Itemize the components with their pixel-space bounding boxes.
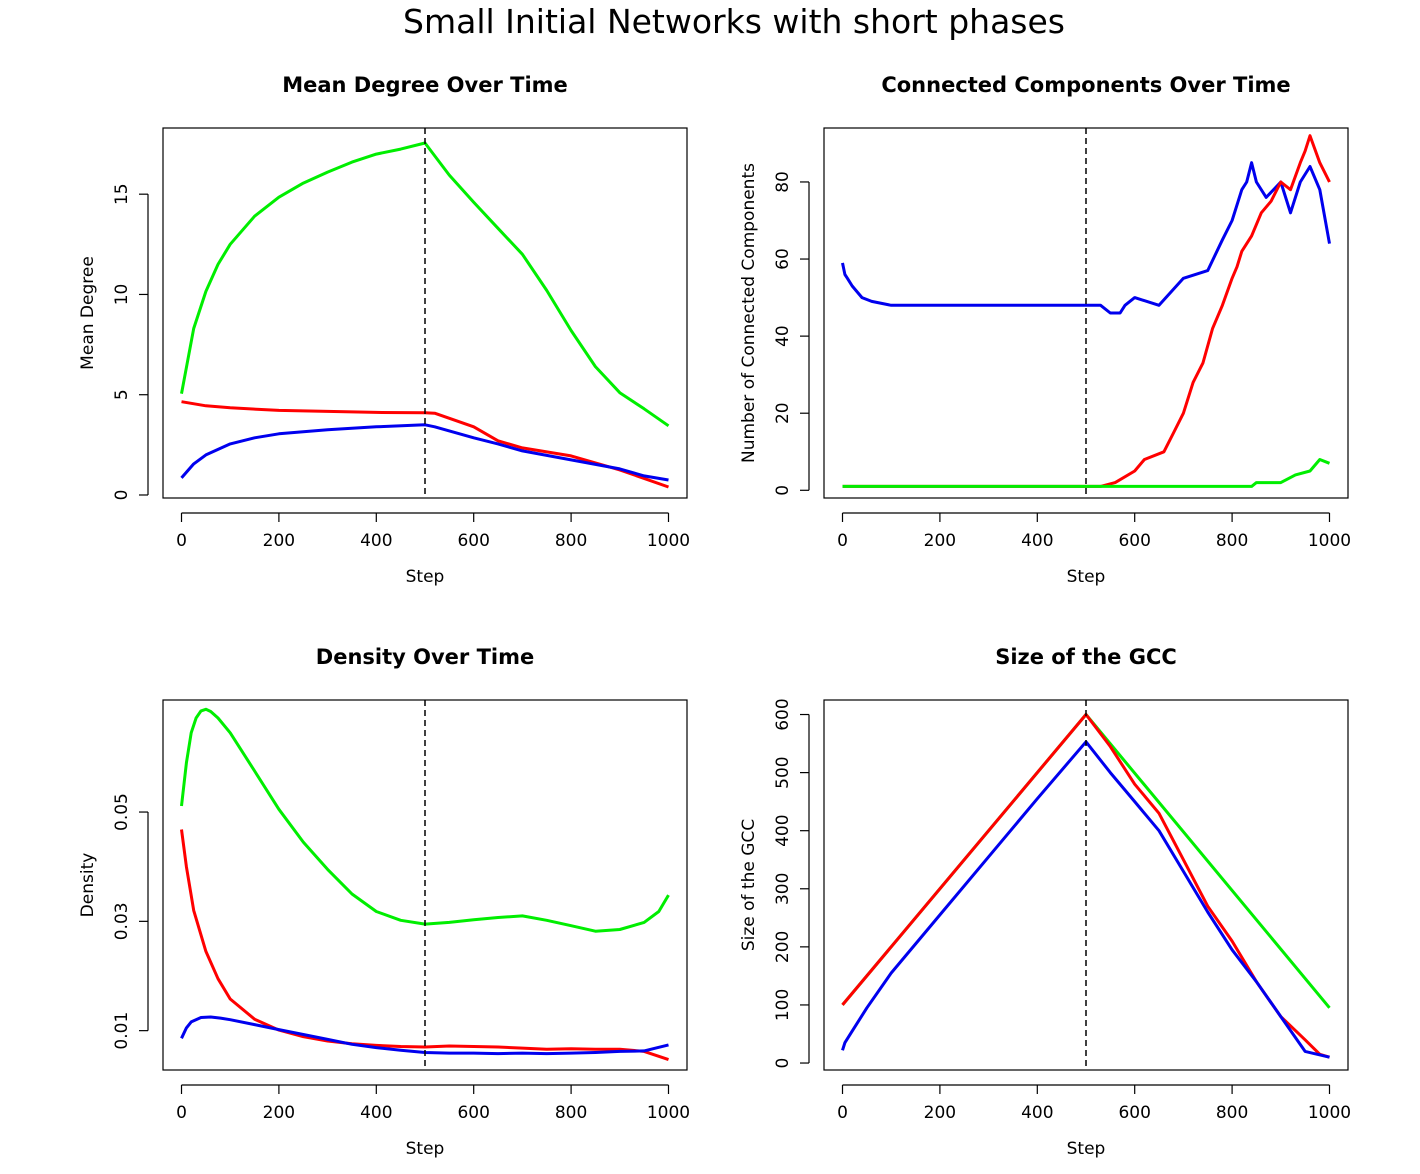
x-tick-label: 1000: [1308, 531, 1351, 551]
x-tick-label: 400: [360, 531, 392, 551]
x-axis-label: Step: [406, 567, 445, 587]
x-tick-label: 800: [555, 1103, 587, 1123]
x-tick-label: 800: [1216, 531, 1248, 551]
y-tick-label: 200: [773, 931, 793, 963]
x-tick-label: 1000: [647, 531, 690, 551]
series-group: [841, 134, 1331, 488]
series-line-green: [842, 458, 1331, 488]
plot-frame: [162, 127, 688, 499]
x-tick-label: 200: [924, 1103, 956, 1123]
x-tick-label: 800: [555, 531, 587, 551]
y-tick-label: 500: [773, 756, 793, 788]
x-tick-label: 1000: [647, 1103, 690, 1123]
x-tick-label: 400: [360, 1103, 392, 1123]
series-line-blue: [180, 423, 669, 482]
x-tick-label: 200: [924, 531, 956, 551]
x-tick-label: 600: [1118, 1103, 1150, 1123]
x-tick-label: 0: [176, 1103, 187, 1123]
x-tick-label: 400: [1021, 531, 1053, 551]
y-tick-label: 0.05: [112, 793, 132, 831]
series-line-red: [181, 400, 669, 489]
x-tick-label: 200: [263, 1103, 295, 1123]
y-tick-label: 300: [773, 873, 793, 905]
x-axis-label: Step: [406, 1139, 445, 1159]
y-tick-label: 80: [773, 171, 793, 193]
y-tick-label: 0: [112, 490, 132, 501]
y-tick-label: 0.01: [112, 1012, 132, 1050]
x-axis-label: Step: [1067, 1139, 1106, 1159]
plot-frame: [823, 127, 1349, 499]
x-tick-label: 600: [457, 1103, 489, 1123]
x-tick-label: 600: [457, 531, 489, 551]
series-line-blue: [841, 740, 1330, 1059]
figure-title: Small Initial Networks with short phases: [403, 2, 1065, 41]
series-line-red: [841, 713, 1330, 1059]
panel-title: Connected Components Over Time: [881, 73, 1290, 97]
y-tick-label: 400: [773, 814, 793, 846]
series-line-green: [180, 141, 670, 428]
series-group: [180, 707, 670, 1062]
x-tick-label: 0: [176, 531, 187, 551]
y-tick-label: 600: [773, 698, 793, 730]
y-tick-label: 60: [773, 248, 793, 270]
panel-title: Size of the GCC: [995, 645, 1177, 669]
series-line-green: [180, 707, 670, 933]
y-axis-label: Number of Connected Components: [739, 163, 759, 463]
y-tick-label: 40: [773, 325, 793, 347]
panel-mean-degree: Mean Degree Over Time 0 200 400 600 800 1000 St…: [78, 73, 690, 587]
plot-frame: [162, 699, 688, 1071]
x-tick-label: 200: [263, 531, 295, 551]
x-axis-label: Step: [1067, 567, 1106, 587]
y-tick-label: 15: [112, 183, 132, 205]
series-line-blue: [180, 1015, 669, 1056]
series-line-red: [842, 134, 1331, 488]
x-tick-label: 800: [1216, 1103, 1248, 1123]
x-tick-label: 1000: [1308, 1103, 1351, 1123]
x-tick-label: 0: [837, 531, 848, 551]
y-tick-label: 20: [773, 402, 793, 424]
plot-frame: [823, 699, 1349, 1071]
panel-density: Density Over Time 0 200 400 600 800 1000 Step 0.…: [78, 645, 690, 1159]
x-tick-label: 600: [1118, 531, 1150, 551]
y-axis-label: Density: [78, 853, 98, 918]
y-tick-label: 5: [112, 389, 132, 400]
panel-gcc-size: Size of the GCC 0 200 400 600 800 1000 Step 0 100…: [739, 645, 1351, 1159]
y-tick-label: 0: [773, 485, 793, 496]
y-tick-label: 10: [112, 284, 132, 306]
y-axis-label: Mean Degree: [78, 256, 98, 370]
series-line-red: [180, 829, 669, 1062]
y-tick-label: 0.03: [112, 902, 132, 940]
panel-title: Density Over Time: [316, 645, 534, 669]
x-tick-label: 400: [1021, 1103, 1053, 1123]
series-group: [180, 141, 670, 489]
x-tick-label: 0: [837, 1103, 848, 1123]
y-tick-label: 0: [773, 1058, 793, 1069]
y-axis-label: Size of the GCC: [739, 819, 759, 951]
y-tick-label: 100: [773, 989, 793, 1021]
panel-title: Mean Degree Over Time: [282, 73, 568, 97]
